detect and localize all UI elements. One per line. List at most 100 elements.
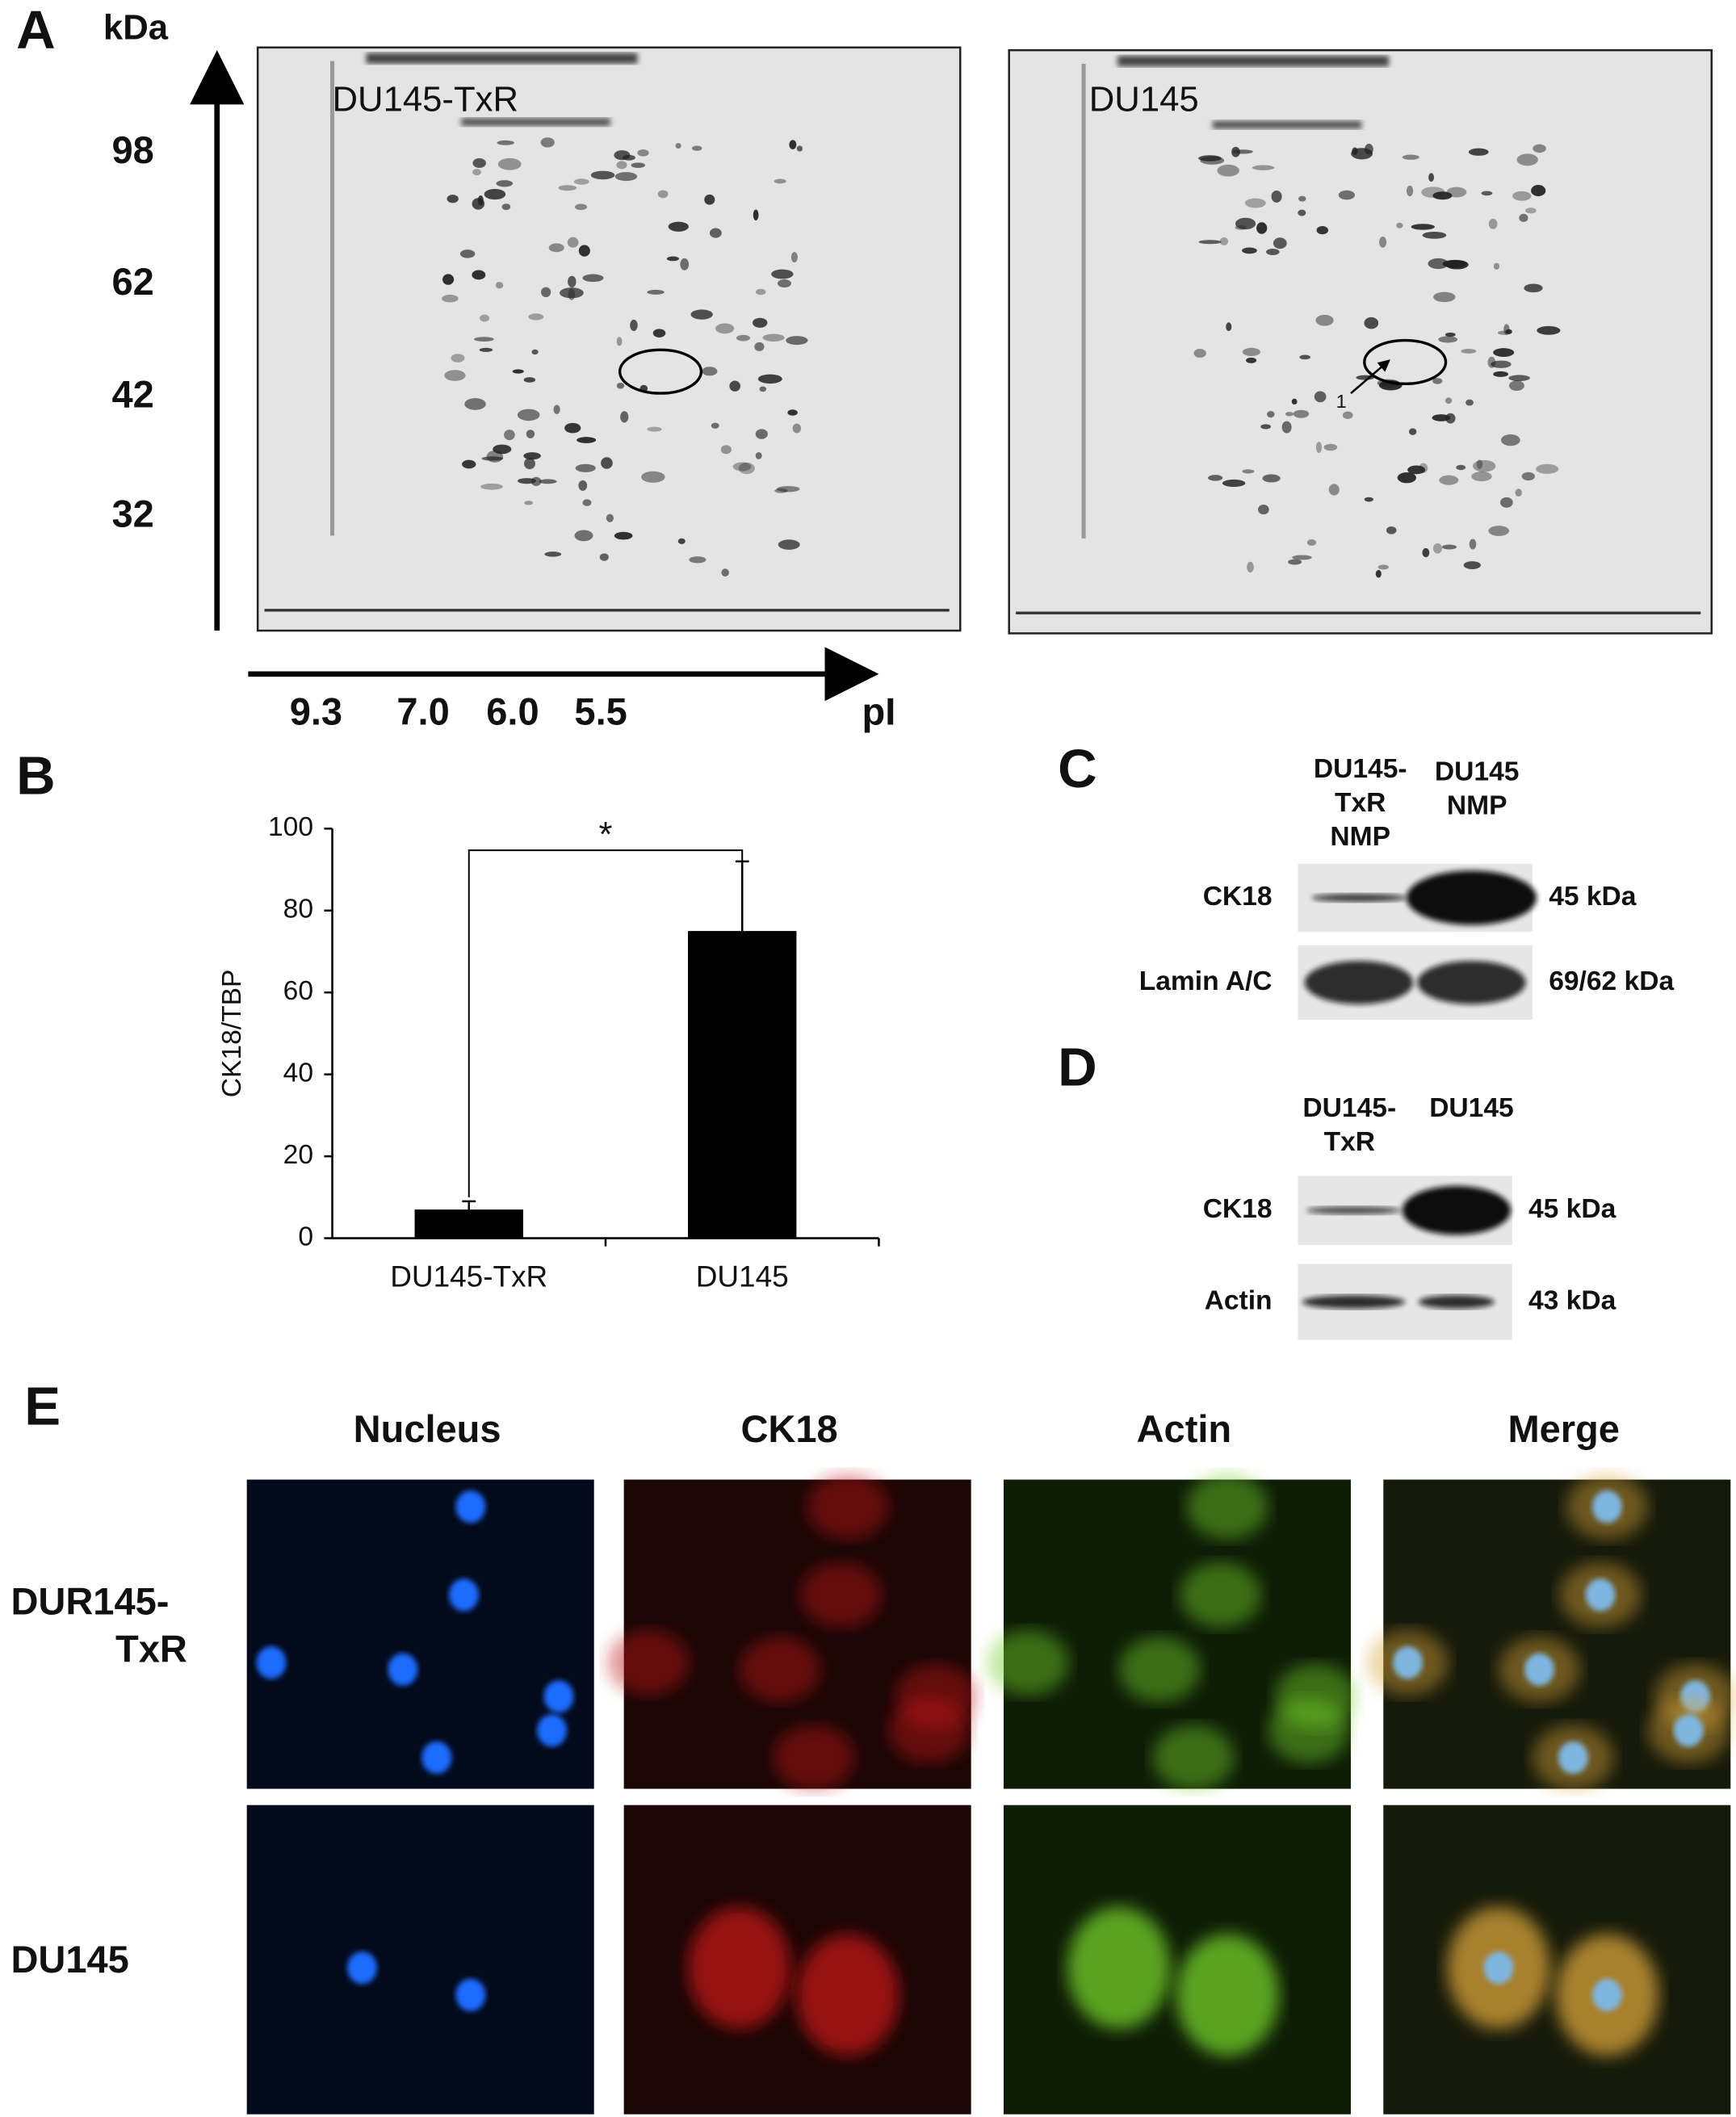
nucleus	[455, 1978, 486, 2011]
size-label: 43 kDa	[1528, 1285, 1616, 1315]
gel-spot	[1198, 240, 1222, 245]
gel-spot	[539, 479, 557, 484]
gel-spot	[1493, 262, 1500, 270]
row-header: TxR	[115, 1627, 187, 1670]
gel-spot	[1487, 356, 1496, 368]
column-header: Nucleus	[354, 1407, 501, 1450]
gel-spot	[1432, 543, 1442, 554]
gel-spot	[677, 538, 686, 544]
gel-spot	[528, 313, 544, 321]
gel-spot	[1516, 153, 1538, 166]
gel-spot	[574, 530, 593, 542]
gel-spot	[606, 514, 614, 522]
gel-spot	[709, 228, 722, 238]
gel-spot	[757, 374, 782, 384]
gel-spot	[1271, 190, 1282, 203]
gel-spot	[711, 422, 719, 429]
cell-body	[888, 1697, 970, 1763]
gel-spot	[1200, 156, 1225, 165]
nucleus	[1524, 1653, 1554, 1686]
gel-spot	[1531, 185, 1546, 197]
gel-spot	[1306, 539, 1317, 546]
column-header: Actin	[1137, 1407, 1232, 1450]
bar	[688, 931, 797, 1239]
y-axis-label: CK18/TBP	[217, 970, 247, 1098]
row-label: CK18	[1203, 882, 1273, 912]
gel-spot	[531, 349, 539, 355]
gel-spot	[704, 194, 715, 205]
gel-spot	[567, 237, 579, 248]
lane-label: DU145-	[1302, 1093, 1396, 1123]
gel-spot	[1252, 165, 1275, 170]
gel-spot	[464, 398, 486, 410]
pi-label: 7.0	[396, 690, 449, 733]
blot-band	[1418, 1295, 1495, 1309]
gel-spot	[1396, 222, 1403, 228]
axis-unit: pI	[862, 690, 896, 733]
gel-spot	[517, 478, 537, 484]
gel-spot	[486, 451, 504, 463]
mw-label: 42	[111, 373, 153, 416]
blot-band	[1304, 961, 1414, 1004]
gel-spot	[548, 243, 564, 253]
cell-body	[795, 1934, 899, 2056]
gel-spot	[1338, 190, 1356, 200]
gel-spot	[620, 411, 629, 423]
gel-spot	[1323, 443, 1338, 451]
gel-spot	[1246, 357, 1257, 363]
bar	[414, 1209, 523, 1239]
gel-spot	[755, 288, 766, 296]
gel-spot	[759, 386, 767, 392]
cell-body	[1067, 1906, 1171, 2029]
gel-spot	[1428, 173, 1434, 182]
spot-label: 1	[1336, 391, 1347, 412]
gel-spot	[736, 334, 750, 342]
gel-spot	[1493, 348, 1515, 357]
cell-body	[773, 1725, 855, 1791]
gel-spot	[1315, 314, 1334, 326]
gel-spot	[1439, 475, 1459, 485]
gel-title: DU145-TxR	[333, 80, 518, 119]
gel-spot	[1298, 195, 1306, 202]
cell-body	[807, 1474, 889, 1540]
gel-spot	[1375, 569, 1382, 578]
gel-spot	[1242, 469, 1255, 474]
pi-label: 9.3	[290, 690, 342, 733]
gel-spot	[1352, 147, 1358, 155]
gel-spot	[1207, 475, 1223, 481]
blot-band	[1302, 1295, 1406, 1309]
pi-label: 5.5	[574, 690, 627, 733]
gel-spot	[1509, 380, 1524, 391]
gel-band	[461, 118, 610, 127]
gel-spot	[1432, 378, 1443, 384]
gel-spot	[573, 178, 589, 185]
micrographs: E Nucleus CK18 Actin Merge DUR145- TxR DU145	[10, 1377, 1736, 2115]
gel-spot	[447, 195, 459, 203]
gel-spot	[614, 172, 638, 182]
gel-spot	[560, 287, 584, 299]
gel-spot	[680, 258, 690, 270]
significance-mark: *	[598, 815, 612, 854]
micrograph	[246, 1805, 594, 2115]
gel-spot	[558, 185, 577, 191]
spot-circle	[618, 348, 703, 395]
lane-label: DU145	[1429, 1093, 1514, 1123]
significance-bracket	[468, 849, 744, 1197]
gel-spot	[590, 170, 615, 180]
gel-spot	[1217, 164, 1239, 177]
gel-spot	[666, 256, 680, 262]
gel-spot	[1456, 464, 1466, 471]
gel-spot	[1222, 479, 1246, 488]
gel-spot	[771, 269, 794, 279]
gel-spot	[786, 336, 808, 346]
nucleus	[455, 1490, 486, 1524]
size-label: 45 kDa	[1549, 882, 1637, 912]
gel-spot	[601, 457, 613, 469]
row-label: Actin	[1205, 1285, 1273, 1315]
y-tick-label: 60	[283, 976, 313, 1006]
gel-spot	[796, 145, 803, 152]
gel-spot	[1476, 459, 1483, 469]
gel-spot	[641, 471, 665, 483]
gel-spot	[1432, 191, 1453, 200]
gel-spot	[444, 370, 466, 381]
